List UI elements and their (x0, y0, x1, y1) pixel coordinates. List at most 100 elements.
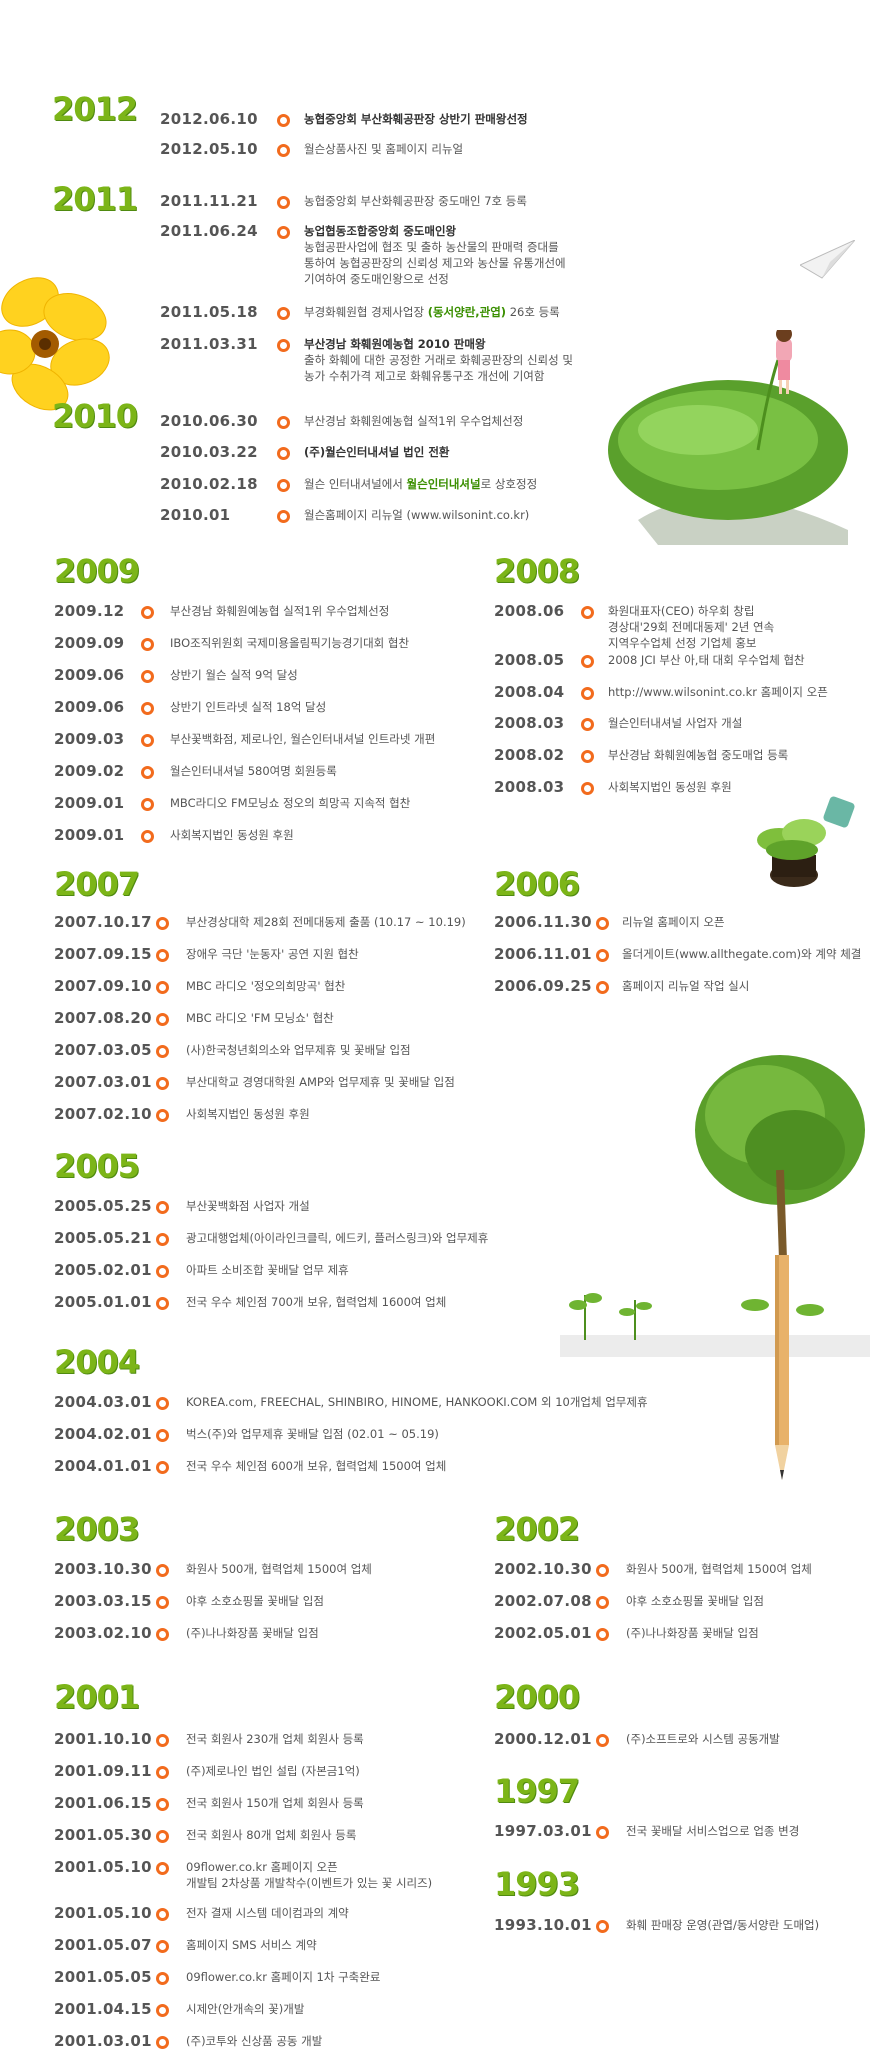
item-date: 2008.03 (494, 778, 565, 796)
item-text-main: 아파트 소비조합 꽃배달 업무 제휴 (186, 1263, 349, 1277)
item-text: 월슨인터내셔널 580여명 회원등록 (170, 763, 337, 779)
bullet-icon (156, 1233, 169, 1246)
item-detail-line: 09flower.co.kr 홈페이지 오픈 (186, 1860, 338, 1874)
bullet-icon (156, 1397, 169, 1410)
item-text-main: MBC 라디오 'FM 모닝쇼' 협찬 (186, 1011, 334, 1025)
item-text: 광고대행업체(아이라인크클릭, 에드키, 플러스링크)와 업무제휴 (186, 1230, 488, 1246)
item-text-main: KOREA.com, FREECHAL, SHINBIRO, HINOME, H… (186, 1395, 648, 1409)
item-text: 농협중앙회 부산화훼공판장 중도매인 7호 등록 (304, 193, 527, 209)
item-date: 2007.10.17 (54, 913, 152, 931)
item-text-main: 농협중앙회 부산화훼공판장 중도매인 7호 등록 (304, 194, 527, 208)
year-heading: 2006 (494, 865, 580, 903)
item-text: MBC라디오 FM모닝쇼 정오의 희망곡 지속적 협찬 (170, 795, 410, 811)
item-text-main: 월슨인터내셔널 580여명 회원등록 (170, 764, 337, 778)
item-text-main: 사회복지법인 동성원 후원 (608, 780, 732, 794)
item-text-main: (주)소프트로와 시스템 공동개발 (626, 1732, 780, 1746)
item-date: 2008.05 (494, 651, 565, 669)
item-date: 2008.04 (494, 683, 565, 701)
item-text: 벅스(주)와 업무제휴 꽃배달 입점 (02.01 ~ 05.19) (186, 1426, 439, 1442)
item-date: 2008.06 (494, 602, 565, 620)
item-text: (사)한국청년회의소와 업무제휴 및 꽃배달 입점 (186, 1042, 411, 1058)
item-text-main: 올더게이트(www.allthegate.com)와 계약 체결 (622, 947, 862, 961)
bullet-icon (156, 917, 169, 930)
year-heading: 2009 (54, 552, 140, 590)
item-text: (주)제로나인 법인 설립 (자본금1억) (186, 1763, 360, 1779)
item-text: 홈페이지 리뉴얼 작업 실시 (622, 978, 749, 994)
item-date: 2002.05.01 (494, 1624, 592, 1642)
item-text: 부경화훼원협 경제사업장 (동서양란,관엽) 26호 등록 (304, 304, 560, 320)
item-text-main: 부산대학교 경영대학원 AMP와 업무제휴 및 꽃배달 입점 (186, 1075, 455, 1089)
year-heading: 2010 (52, 397, 138, 435)
item-text: 화원사 500개, 협력업체 1500여 업체 (626, 1561, 812, 1577)
item-highlight: (동서양란,관엽) (427, 305, 507, 319)
item-date: 2009.01 (54, 826, 125, 844)
item-detail-line: 통하여 농협공판장의 신뢰성 제고와 농산물 유통개선에 (304, 256, 566, 270)
item-date: 2001.05.05 (54, 1968, 152, 1986)
item-date: 2012.06.10 (160, 110, 258, 128)
bullet-icon (156, 981, 169, 994)
bullet-icon (596, 917, 609, 930)
bullet-icon (581, 687, 594, 700)
item-detail-line: 농가 수취가격 제고로 화훼유통구조 개선에 기여함 (304, 369, 545, 383)
item-text-main: MBC라디오 FM모닝쇼 정오의 희망곡 지속적 협찬 (170, 796, 411, 810)
item-text: 올더게이트(www.allthegate.com)와 계약 체결 (622, 946, 861, 962)
bullet-icon (141, 798, 154, 811)
item-date: 2011.03.31 (160, 335, 258, 353)
year-heading: 2005 (54, 1147, 140, 1185)
item-text-main: 월슨상품사진 및 홈페이지 리뉴얼 (304, 142, 464, 156)
item-date: 2004.03.01 (54, 1393, 152, 1411)
item-text: 사회복지법인 동성원 후원 (170, 827, 294, 843)
item-date: 1997.03.01 (494, 1822, 592, 1840)
item-date: 2007.09.15 (54, 945, 152, 963)
item-text: 전국 우수 체인점 700개 보유, 협력업체 1600여 업체 (186, 1294, 446, 1310)
bullet-icon (156, 1628, 169, 1641)
item-date: 2007.03.05 (54, 1041, 152, 1059)
item-text-main: 전국 우수 체인점 600개 보유, 협력업체 1500여 업체 (186, 1459, 447, 1473)
item-text: 월슨 인터내셔널에서 월슨인터내셔널로 상호정정 (304, 476, 537, 492)
bullet-icon (277, 144, 290, 157)
bullet-icon (156, 1013, 169, 1026)
item-date: 2006.11.01 (494, 945, 592, 963)
item-text-main: 사회복지법인 동성원 후원 (186, 1107, 310, 1121)
bullet-icon (596, 1826, 609, 1839)
item-text-main: 월슨인터내셔널 사업자 개설 (608, 716, 743, 730)
bullet-icon (156, 1045, 169, 1058)
item-text-after: 로 상호정정 (480, 477, 538, 491)
item-date: 2002.10.30 (494, 1560, 592, 1578)
item-text-main: 전국 우수 체인점 700개 보유, 협력업체 1600여 업체 (186, 1295, 447, 1309)
item-text-main: 부산꽃백화점 사업자 개설 (186, 1199, 310, 1213)
item-text: 농협중앙회 부산화훼공판장 상반기 판매왕선정 (304, 111, 528, 127)
girl-on-grass-illustration (608, 330, 848, 545)
item-text: (주)나나화장품 꽃배달 입점 (626, 1625, 759, 1641)
item-text: 부산경상대학 제28회 전메대동제 출품 (10.17 ~ 10.19) (186, 914, 466, 930)
bullet-icon (156, 1429, 169, 1442)
item-date: 2001.09.11 (54, 1762, 152, 1780)
bullet-icon (581, 655, 594, 668)
item-date: 2009.06 (54, 666, 125, 684)
item-text: 2008 JCI 부산 아,태 대회 우수업체 협찬 (608, 652, 805, 668)
item-date: 2001.03.01 (54, 2032, 152, 2050)
item-date: 2008.02 (494, 746, 565, 764)
item-text-main: 전자 결재 시스템 데이컴과의 계약 (186, 1906, 349, 1920)
item-text-main: 농협중앙회 부산화훼공판장 상반기 판매왕선정 (304, 112, 528, 126)
bullet-icon (596, 1734, 609, 1747)
item-text-after: 26호 등록 (506, 305, 560, 319)
item-text-main: (주)코투와 신상품 공동 개발 (186, 2034, 323, 2048)
item-date: 1993.10.01 (494, 1916, 592, 1934)
item-text: 화훼 판매장 운영(관엽/동서양란 도매업) (626, 1917, 819, 1933)
item-text: 부산경남 화훼원예농협 실적1위 우수업체선정 (304, 413, 523, 429)
bullet-icon (596, 981, 609, 994)
bullet-icon (596, 1920, 609, 1933)
item-date: 2010.02.18 (160, 475, 258, 493)
item-text: http://www.wilsonint.co.kr 홈페이지 오픈 (608, 684, 828, 700)
item-text: 부산경남 화훼원예농협 2010 판매왕 출하 화훼에 대한 공정한 거래로 화훼… (304, 336, 573, 384)
year-heading: 2003 (54, 1510, 140, 1548)
item-text: 부산경남 화훼원예농협 중도매업 등록 (608, 747, 788, 763)
bullet-icon (156, 1734, 169, 1747)
bullet-icon (581, 782, 594, 795)
item-text: (주)소프트로와 시스템 공동개발 (626, 1731, 780, 1747)
year-heading: 2011 (52, 180, 138, 218)
item-text-main: 월슨 인터내셔널에서 (304, 477, 407, 491)
item-text: 월슨인터내셔널 사업자 개설 (608, 715, 742, 731)
item-date: 2010.03.22 (160, 443, 258, 461)
